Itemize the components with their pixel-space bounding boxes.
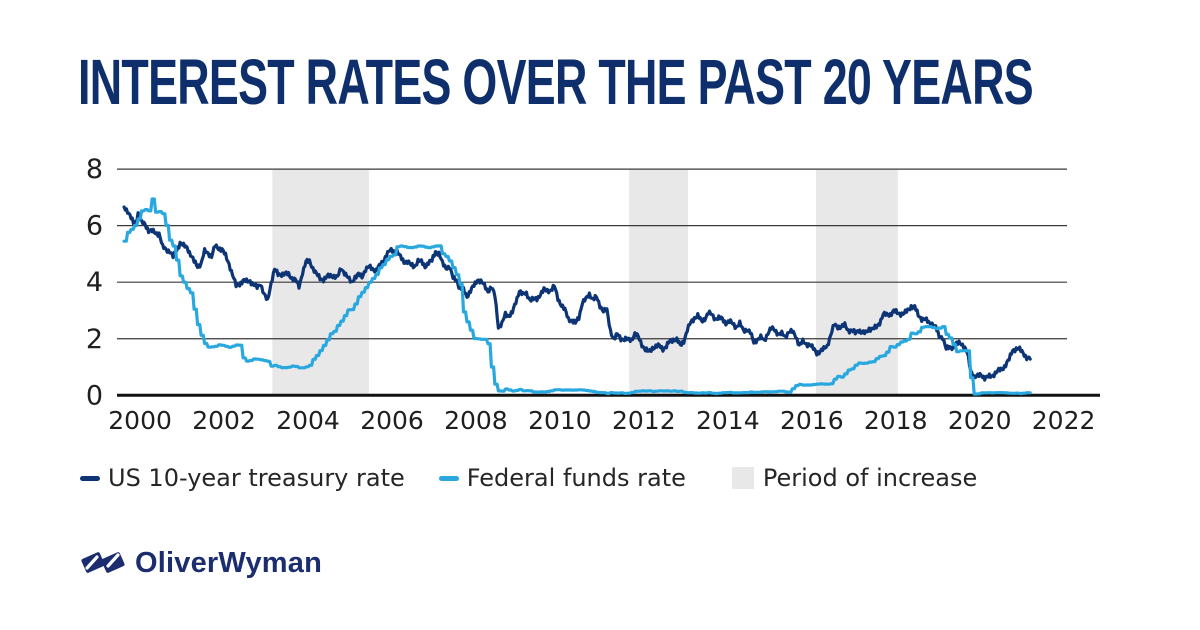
legend-item-band: Period of increase	[731, 464, 978, 492]
y-tick-label: 0	[86, 380, 103, 411]
x-tick-label: 2016	[780, 406, 844, 435]
chart-legend: US 10-year treasury rate Federal funds r…	[80, 464, 977, 492]
oliver-wyman-logo-icon	[81, 552, 125, 573]
legend-item-fedfunds: Federal funds rate	[438, 464, 686, 492]
y-tick-label: 4	[86, 267, 103, 298]
oliver-wyman-logo-text: OliverWyman	[135, 546, 323, 579]
x-tick-label: 2012	[612, 406, 676, 435]
fedfunds-line-swatch	[438, 475, 459, 481]
x-tick-label: 2014	[696, 406, 760, 435]
x-tick-label: 2004	[276, 406, 340, 435]
x-tick-label: 2020	[948, 406, 1012, 435]
x-tick-label: 2006	[360, 406, 424, 435]
x-tick-label: 2000	[108, 406, 172, 435]
x-tick-label: 2008	[444, 406, 508, 435]
y-tick-label: 6	[86, 211, 103, 242]
treasury-rate-line	[122, 205, 1032, 382]
page-title: INTEREST RATES OVER THE PAST 20 YEARS	[78, 46, 1034, 118]
y-tick-label: 8	[86, 154, 103, 185]
x-tick-label: 2022	[1032, 406, 1096, 435]
x-tick-label: 2018	[864, 406, 928, 435]
increase-band-swatch	[731, 467, 754, 489]
fedfunds-legend-label: Federal funds rate	[466, 464, 686, 492]
treasury-line-swatch	[80, 475, 100, 481]
oliver-wyman-logo: OliverWyman	[80, 544, 322, 582]
x-tick-label: 2002	[192, 406, 256, 435]
x-tick-label: 2010	[528, 406, 592, 435]
legend-item-treasury: US 10-year treasury rate	[80, 464, 405, 492]
band-legend-label: Period of increase	[762, 464, 978, 492]
y-tick-label: 2	[86, 324, 103, 355]
federal-funds-line	[122, 197, 1032, 396]
treasury-legend-label: US 10-year treasury rate	[108, 464, 405, 492]
